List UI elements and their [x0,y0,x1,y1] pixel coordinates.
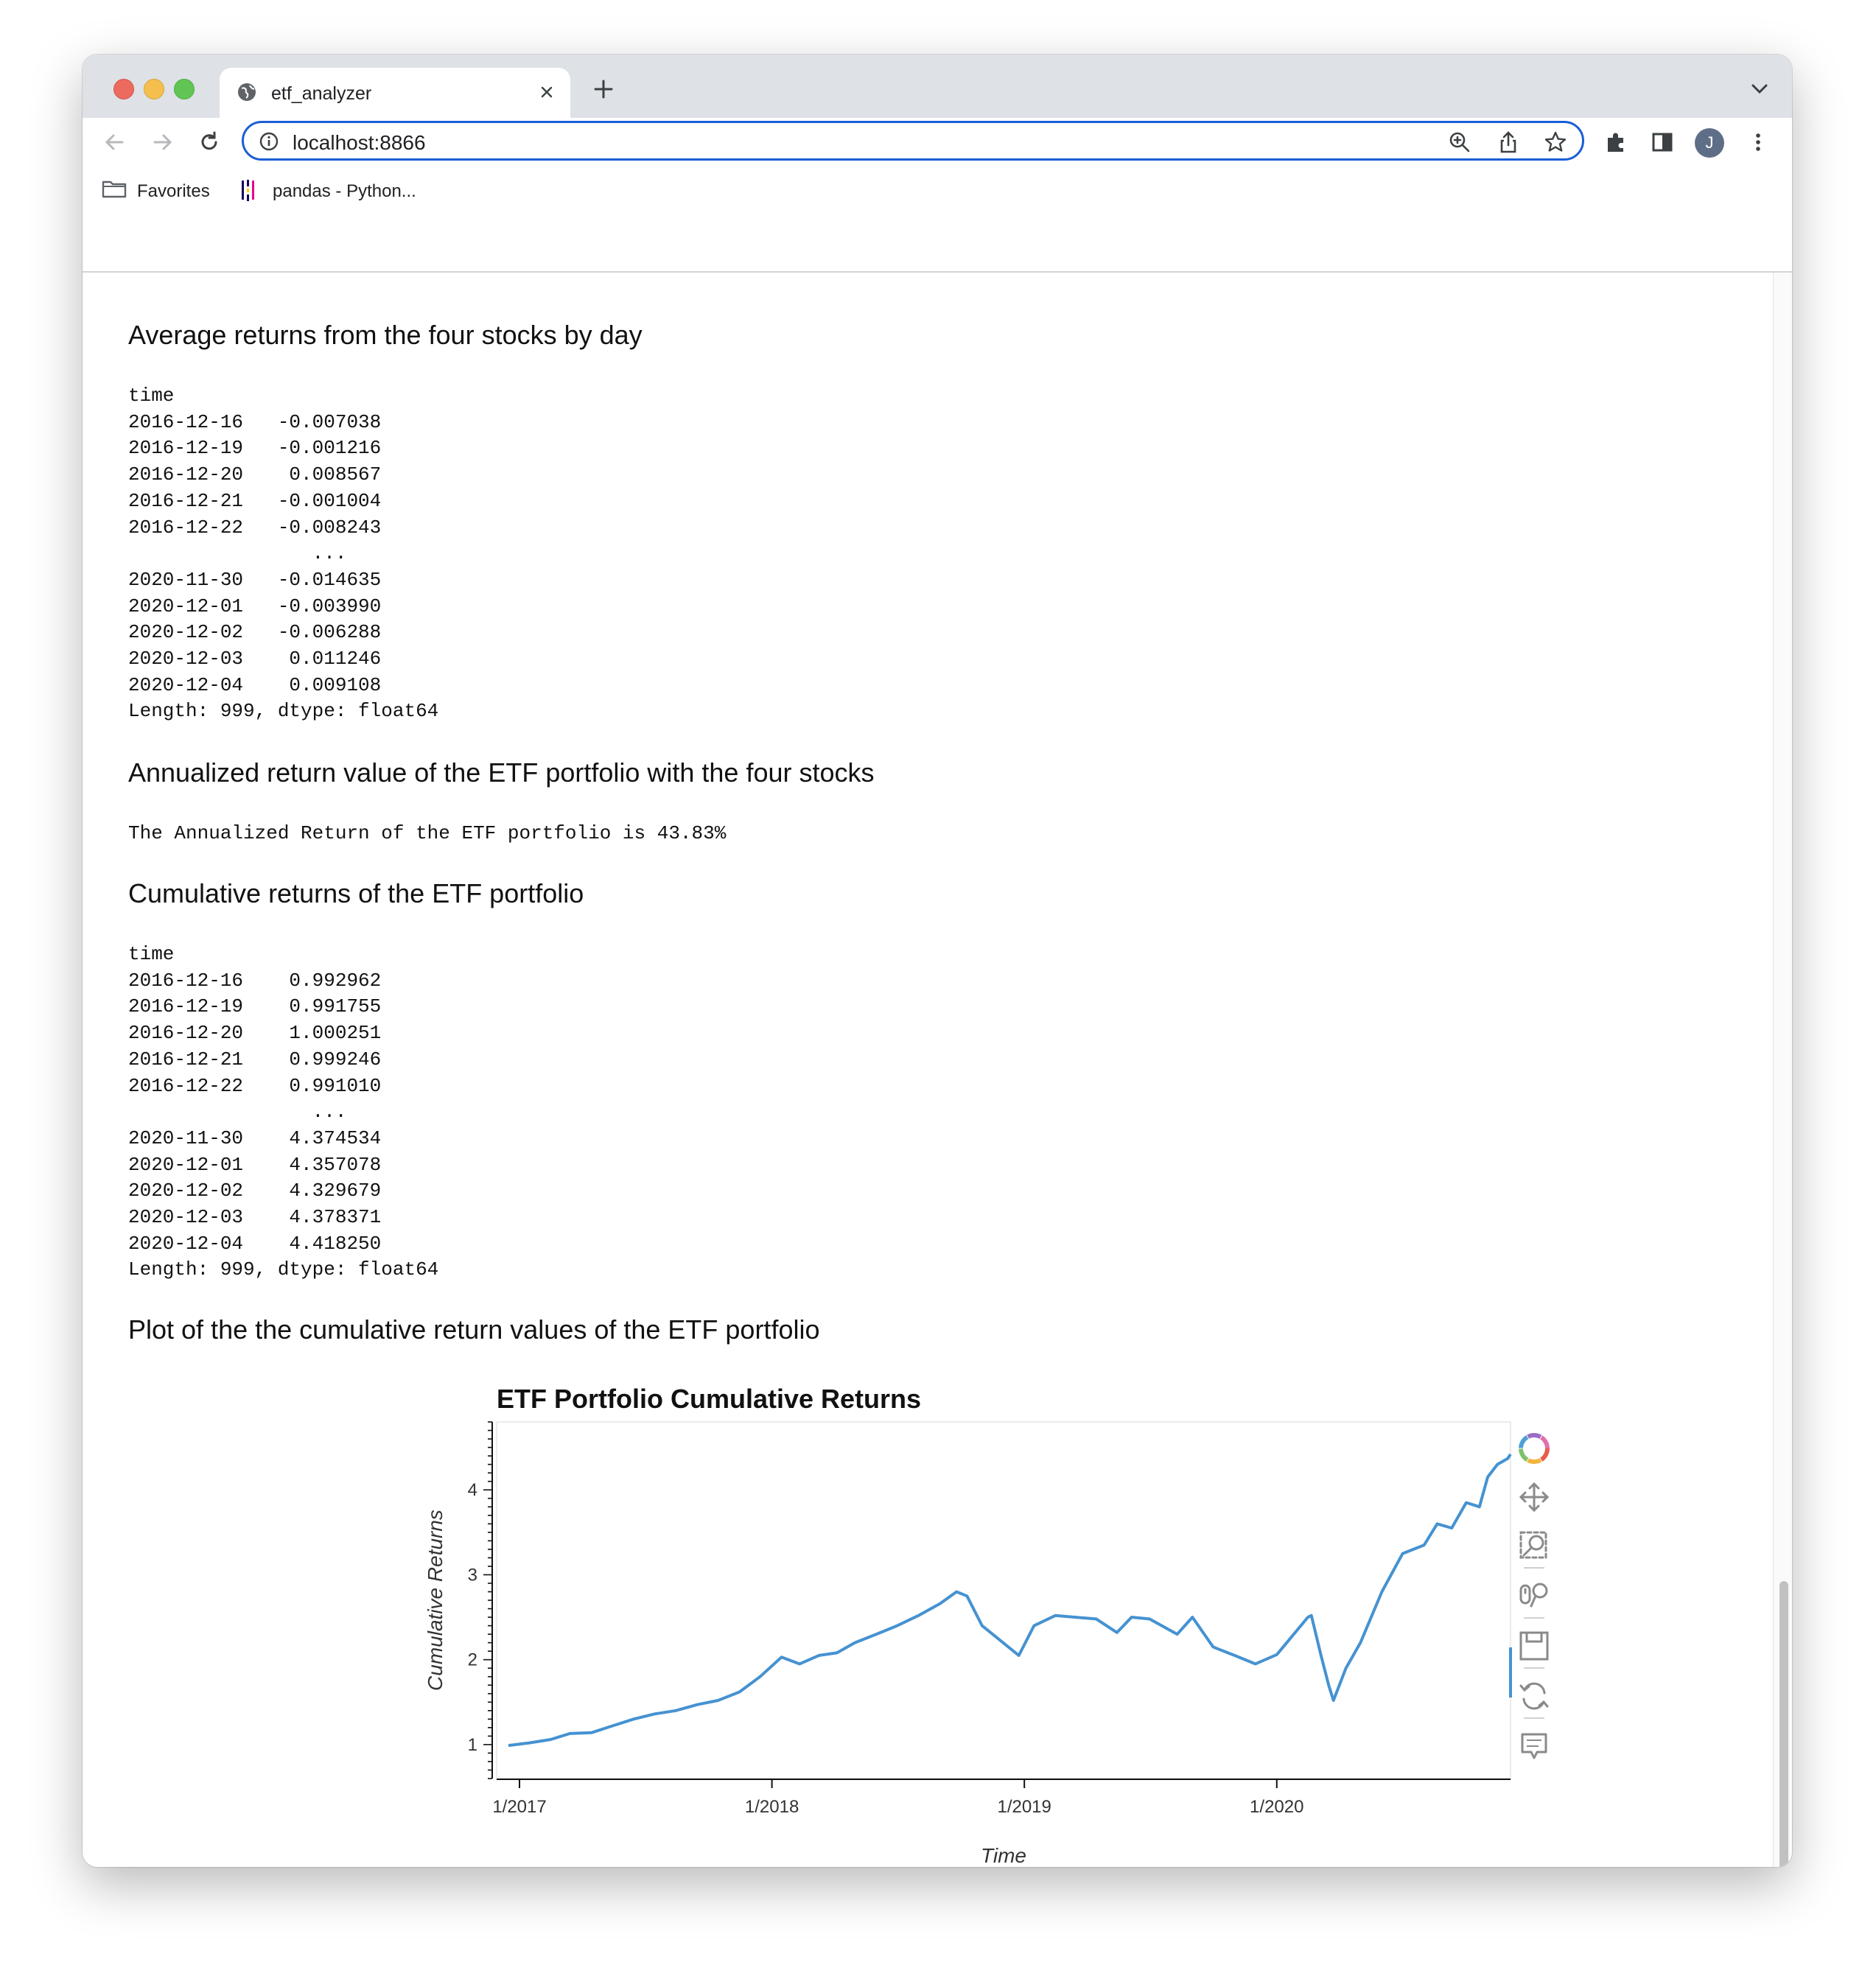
y-tick-label: 4 [468,1480,477,1500]
pandas-icon [242,180,254,201]
wheel-zoom-icon[interactable] [1519,1583,1548,1608]
y-axis-label: Cumulative Returns [424,1510,447,1691]
series-line [508,1453,1512,1748]
reload-icon[interactable] [195,127,224,157]
close-window-button[interactable] [113,79,134,99]
tab-etf-analyzer[interactable]: etf_analyzer [220,68,570,118]
x-tick-label: 1/2020 [1250,1797,1303,1817]
x-tick-label: 1/2019 [997,1797,1051,1817]
bookmark-label: Favorites [137,181,210,201]
x-tick-label: 1/2018 [745,1797,799,1817]
folder-icon [102,181,127,198]
browser-toolbar: localhost:8866 J [83,118,1792,167]
y-tick-label: 2 [468,1650,477,1670]
back-icon[interactable] [100,127,130,157]
x-axis: 1/2017 1/2018 1/2019 1/2020 [492,1779,1511,1817]
save-icon[interactable] [1519,1631,1549,1661]
page-scrollbar[interactable] [1773,273,1792,1867]
cumulative-returns-chart[interactable]: ETF Portfolio Cumulative Returns 1 2 3 4 1/… [377,1381,1571,1867]
share-icon[interactable] [1497,130,1520,154]
voila-page: Average returns from the four stocks by … [83,273,1792,1867]
menu-icon[interactable] [1745,129,1771,155]
heading-annualized-return: Annualized return value of the ETF portf… [128,757,875,788]
close-tab-icon[interactable] [535,80,559,104]
chevron-down-icon[interactable] [1749,81,1770,97]
chart-toolbar [1519,1433,1550,1759]
new-tab-icon[interactable] [591,77,616,102]
profile-avatar[interactable]: J [1695,128,1724,158]
forward-icon[interactable] [147,127,177,157]
y-tick-label: 1 [468,1735,477,1755]
zoom-icon[interactable] [1448,130,1471,154]
address-bar[interactable]: localhost:8866 [242,121,1584,161]
x-tick-label: 1/2017 [492,1797,546,1817]
bookmark-label: pandas - Python... [273,181,416,201]
output-annualized-return: The Annualized Return of the ETF portfol… [128,822,727,844]
reset-icon[interactable] [1519,1682,1549,1710]
side-panel-icon[interactable] [1649,129,1676,155]
hover-icon[interactable] [1521,1733,1547,1759]
tab-title: etf_analyzer [271,83,372,104]
toolbar-active-indicator [1509,1647,1512,1698]
box-zoom-icon[interactable] [1519,1531,1547,1559]
url-text: localhost:8866 [293,131,426,154]
x-axis-label: Time [981,1844,1026,1867]
output-cumulative-returns: time 2016-12-16 0.992962 2016-12-19 0.99… [128,943,439,1281]
info-icon[interactable] [259,131,279,152]
bokeh-logo-icon[interactable] [1519,1433,1550,1464]
y-axis: 1 2 3 4 [468,1421,493,1779]
browser-window: etf_analyzer localh [83,55,1792,1867]
heading-plot: Plot of the the cumulative return values… [128,1314,820,1345]
heading-cumulative-returns: Cumulative returns of the ETF portfolio [128,878,584,908]
minimize-window-button[interactable] [144,79,164,99]
globe-icon [238,83,256,101]
tab-strip: etf_analyzer [83,55,1792,118]
extensions-icon[interactable] [1603,129,1630,155]
scrollbar-thumb[interactable] [1779,1581,1788,1867]
maximize-window-button[interactable] [174,79,195,99]
pan-icon[interactable] [1519,1482,1550,1513]
y-tick-label: 3 [468,1565,477,1585]
plot-area[interactable] [496,1421,1511,1779]
bookmarks-bar: Favorites pandas - Python... [83,167,1792,273]
heading-average-returns: Average returns from the four stocks by … [128,320,643,350]
chart-title: ETF Portfolio Cumulative Returns [497,1384,921,1414]
output-average-returns: time 2016-12-16 -0.007038 2016-12-19 -0.… [128,385,439,723]
bookmark-star-icon[interactable] [1544,130,1567,154]
